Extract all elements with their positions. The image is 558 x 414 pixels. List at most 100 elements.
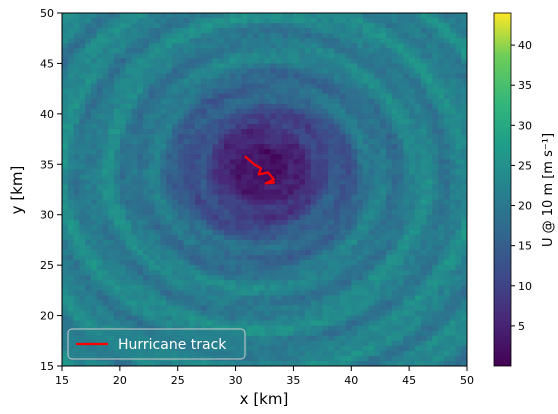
heatmap-cell	[241, 315, 248, 322]
heatmap-cell	[195, 179, 202, 185]
heatmap-cell	[299, 83, 306, 90]
heatmap-cell	[293, 164, 300, 170]
heatmap-cell	[218, 149, 225, 155]
heatmap-cell	[345, 88, 352, 95]
heatmap-cell	[258, 179, 265, 185]
heatmap-cell	[143, 154, 150, 160]
heatmap-cell	[160, 98, 167, 105]
heatmap-cell	[432, 209, 439, 216]
heatmap-cell	[397, 224, 404, 231]
heatmap-cell	[316, 244, 323, 251]
heatmap-cell	[438, 204, 445, 211]
heatmap-cell	[62, 244, 69, 251]
heatmap-cell	[131, 239, 138, 246]
x-axis-ticks: 15 20 25 30 35 40 45 50	[55, 366, 474, 387]
heatmap-cell	[426, 128, 433, 135]
heatmap-cell	[276, 144, 283, 150]
heatmap-cell	[328, 260, 335, 266]
heatmap-cell	[235, 83, 242, 90]
heatmap-cell	[333, 290, 341, 296]
heatmap-cell	[62, 224, 69, 231]
heatmap-cell	[449, 38, 456, 44]
heatmap-cell	[206, 38, 213, 44]
heatmap-cell	[432, 23, 439, 29]
heatmap-cell	[351, 139, 358, 145]
heatmap-cell	[397, 13, 404, 19]
heatmap-cell	[333, 345, 341, 352]
heatmap-cell	[171, 159, 179, 165]
heatmap-cell	[154, 139, 161, 145]
heatmap-cell	[108, 239, 115, 246]
heatmap-cell	[258, 174, 265, 180]
heatmap-cell	[293, 113, 300, 120]
heatmap-cell	[316, 53, 323, 59]
heatmap-cell	[362, 83, 370, 90]
heatmap-cell	[212, 128, 219, 135]
heatmap-cell	[380, 108, 387, 115]
heatmap-cell	[414, 53, 422, 59]
heatmap-cell	[276, 68, 283, 74]
heatmap-cell	[114, 310, 121, 316]
heatmap-cell	[137, 113, 144, 120]
heatmap-cell	[166, 179, 173, 185]
heatmap-cell	[443, 48, 451, 54]
heatmap-cell	[79, 128, 86, 135]
heatmap-cell	[102, 260, 109, 266]
heatmap-cell	[119, 315, 127, 322]
heatmap-cell	[426, 113, 433, 120]
heatmap-cell	[73, 234, 80, 241]
heatmap-cell	[420, 335, 427, 342]
heatmap-cell	[102, 13, 109, 19]
heatmap-cell	[143, 275, 150, 281]
heatmap-cell	[183, 275, 190, 281]
heatmap-cell	[455, 325, 462, 332]
heatmap-cell	[258, 33, 265, 39]
heatmap-cell	[333, 53, 341, 59]
heatmap-cell	[455, 78, 462, 84]
heatmap-cell	[85, 73, 92, 79]
heatmap-cell	[397, 199, 404, 206]
heatmap-cell	[148, 93, 155, 100]
heatmap-cell	[119, 270, 127, 276]
heatmap-cell	[264, 134, 271, 140]
heatmap-cell	[345, 270, 352, 276]
heatmap-cell	[171, 184, 179, 190]
heatmap-cell	[137, 295, 144, 301]
heatmap-cell	[362, 214, 370, 221]
heatmap-cell	[357, 159, 364, 165]
heatmap-cell	[391, 199, 398, 206]
heatmap-cell	[368, 330, 375, 337]
heatmap-cell	[171, 103, 179, 110]
heatmap-cell	[420, 260, 427, 266]
heatmap-cell	[247, 154, 254, 160]
heatmap-cell	[322, 134, 329, 140]
heatmap-cell	[171, 88, 179, 95]
heatmap-cell	[339, 113, 346, 120]
heatmap-cell	[368, 234, 375, 241]
heatmap-cell	[247, 194, 254, 200]
heatmap-cell	[119, 199, 127, 206]
heatmap-cell	[386, 53, 393, 59]
heatmap-cell	[316, 280, 323, 286]
heatmap-cell	[62, 83, 69, 90]
heatmap-cell	[270, 164, 277, 170]
heatmap-cell	[293, 350, 300, 357]
heatmap-cell	[252, 53, 260, 59]
heatmap-cell	[137, 63, 144, 69]
heatmap-cell	[148, 224, 155, 231]
heatmap-cell	[148, 239, 155, 246]
heatmap-cell	[143, 295, 150, 301]
heatmap-cell	[143, 244, 150, 251]
heatmap-cell	[443, 300, 451, 306]
heatmap-cell	[403, 93, 410, 100]
heatmap-cell	[316, 320, 323, 327]
heatmap-cell	[154, 184, 161, 190]
heatmap-cell	[409, 93, 416, 100]
heatmap-cell	[102, 270, 109, 276]
heatmap-cell	[287, 345, 294, 352]
heatmap-cell	[218, 113, 225, 120]
heatmap-cell	[293, 310, 300, 316]
heatmap-cell	[438, 103, 445, 110]
heatmap-cell	[189, 78, 196, 84]
heatmap-cell	[264, 310, 271, 316]
